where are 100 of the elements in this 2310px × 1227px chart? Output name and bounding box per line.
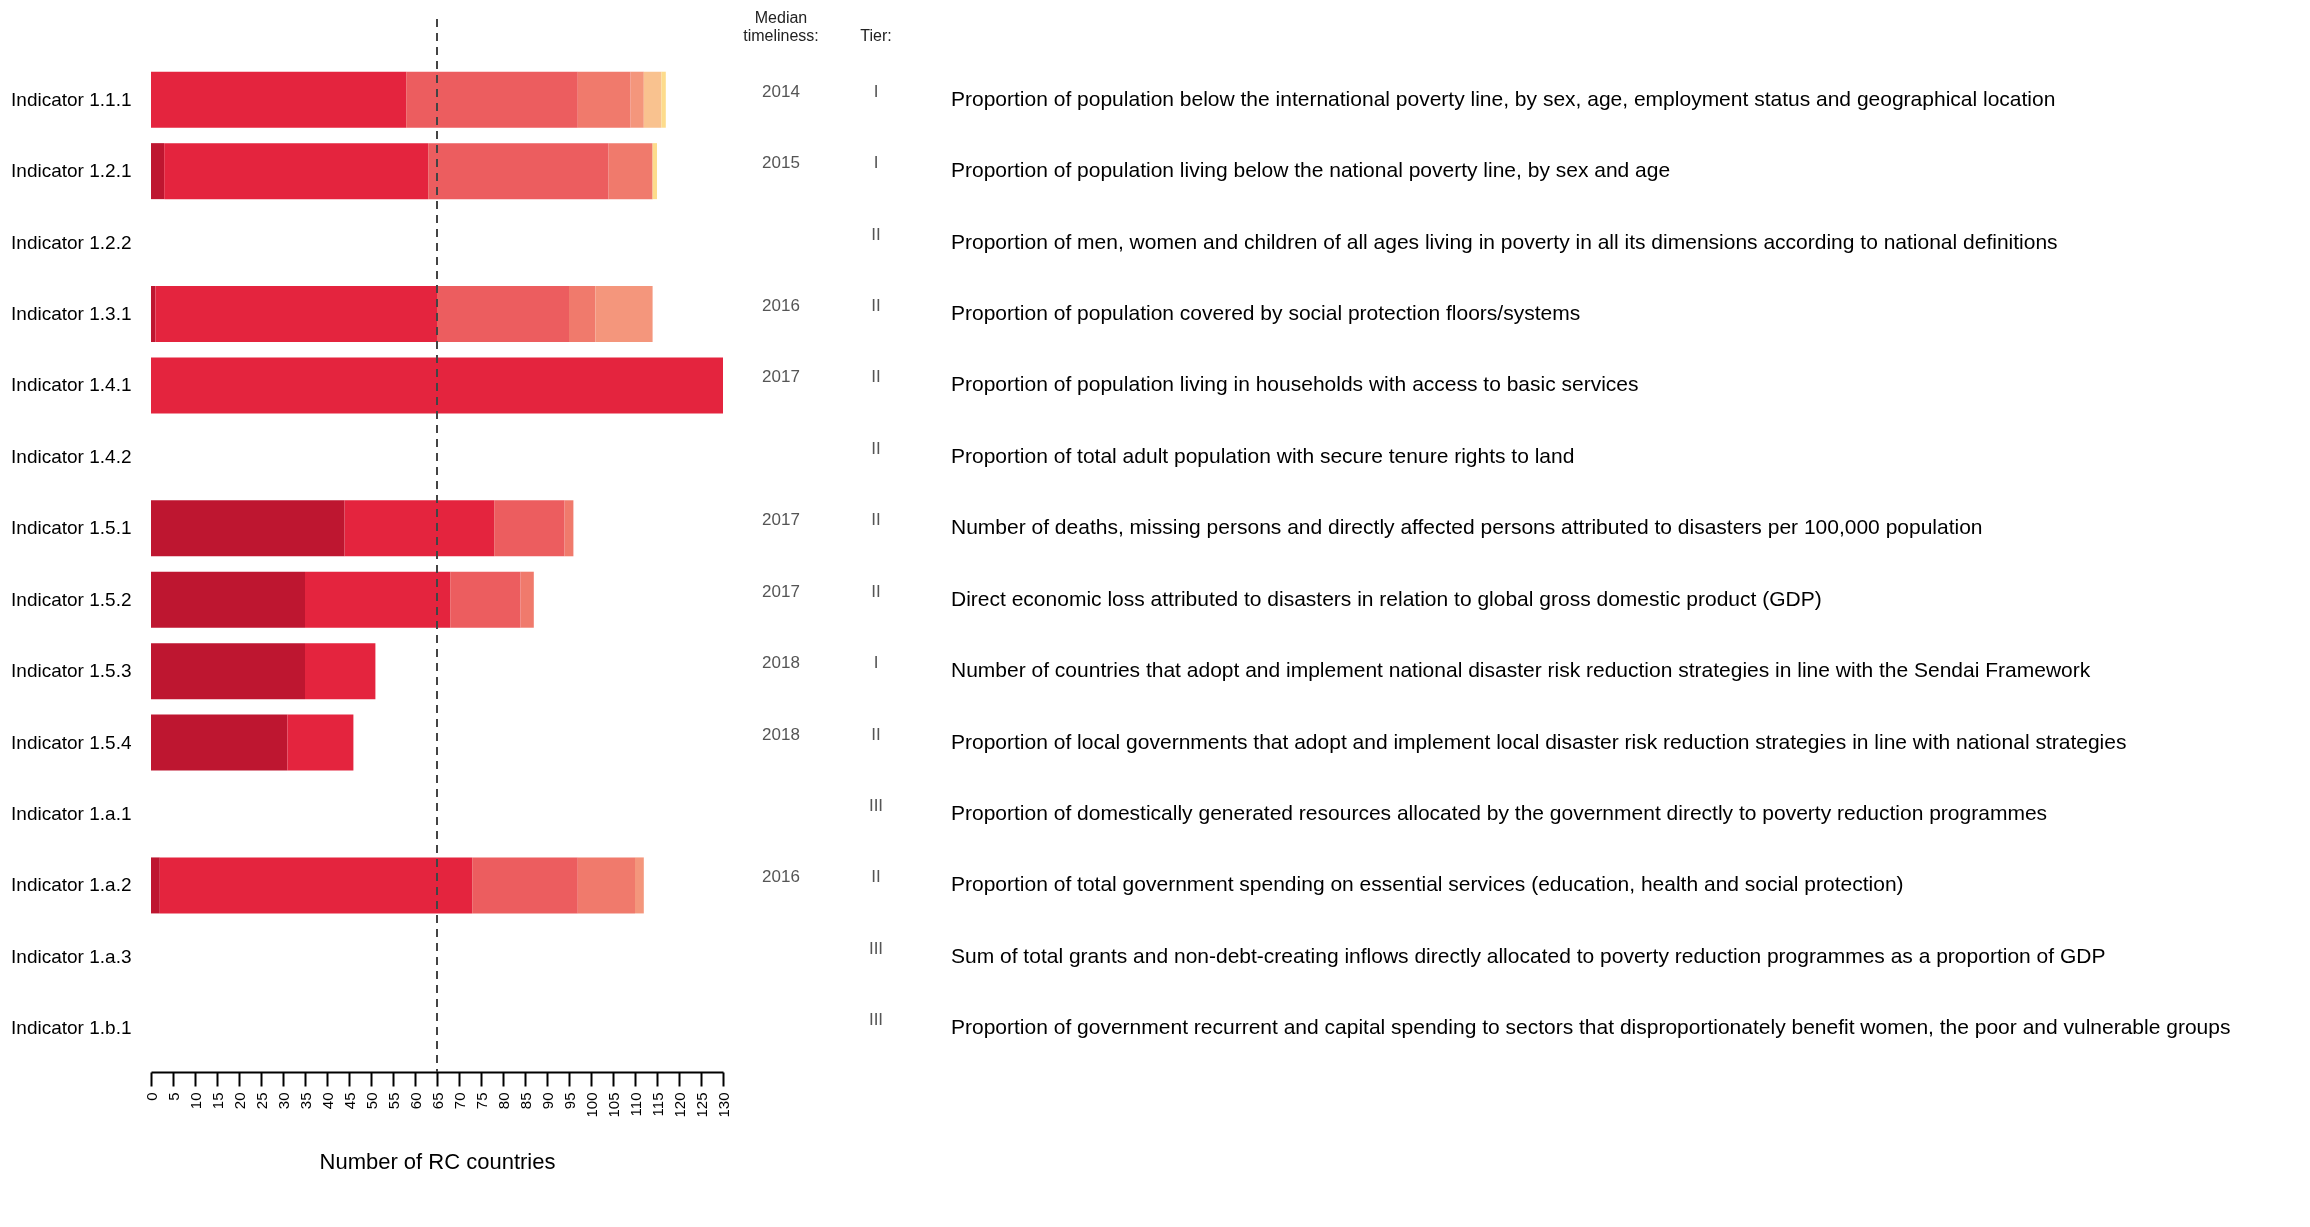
text: Proportion of men, women and children of all ages living in poverty in all its dimensions according to national definitions <box>951 229 2058 253</box>
text: 2018 <box>762 653 800 673</box>
y-tick-label: Indicator 1.2.1 <box>11 160 132 182</box>
text: 2017 <box>762 510 800 530</box>
x-tick-label: 55 <box>384 1092 402 1110</box>
text: Number of countries that adopt and implement national disaster risk reduction strategies in line with the Sendai Framework <box>951 658 2091 682</box>
bar <box>155 286 437 342</box>
bar <box>151 571 305 628</box>
text: 2015 <box>762 153 800 173</box>
bar <box>661 71 666 128</box>
bar <box>643 71 662 128</box>
text: Proportion of population covered by social protection floors/systems <box>951 301 1581 324</box>
y-tick-label: Indicator 1.a.3 <box>11 945 132 967</box>
x-tick-label: 25 <box>252 1092 270 1110</box>
y-tick-label: Indicator 1.2.2 <box>11 231 132 253</box>
text: Proportion of domestically generated resources allocated by the government directly to poverty reduction programmes <box>951 801 2048 824</box>
x-tick-label: 90 <box>538 1092 556 1110</box>
text: Number of deaths, missing persons and directly affected persons attributed to disasters per 100,000 population <box>951 515 1983 539</box>
bar <box>428 143 609 200</box>
x-tick-label: 70 <box>450 1092 468 1110</box>
bar <box>406 71 578 128</box>
bar <box>595 286 653 342</box>
text: 2014 <box>762 81 800 101</box>
text: I <box>873 653 879 673</box>
bar <box>287 714 354 771</box>
bar <box>151 857 160 914</box>
text: Proportion of population below the international poverty line, by sex, age, employment status and geographical location <box>951 86 2056 110</box>
y-tick-label: Indicator 1.3.1 <box>11 303 132 324</box>
x-tick-label: 75 <box>472 1092 490 1110</box>
bar <box>577 857 635 914</box>
y-tick-label: Indicator 1.a.2 <box>11 874 132 896</box>
x-tick-label: 100 <box>582 1092 600 1118</box>
text: Median timeliness: <box>743 9 819 44</box>
x-tick-label: 120 <box>670 1092 688 1118</box>
text: Proportion of population living below the national poverty line, by sex and age <box>951 158 1671 182</box>
y-tick-label: Indicator 1.5.1 <box>11 517 132 539</box>
bar <box>151 500 345 557</box>
text: III <box>868 796 884 815</box>
y-tick-label: Indicator 1.b.1 <box>11 1017 132 1039</box>
bar <box>577 71 631 128</box>
bar <box>164 143 429 200</box>
text: II <box>871 581 881 601</box>
bar <box>608 143 653 200</box>
text: III <box>868 938 884 958</box>
bar <box>635 857 644 914</box>
y-tick-label: Indicator 1.4.1 <box>11 374 132 396</box>
text: Tier: <box>860 27 892 44</box>
text: II <box>871 438 881 458</box>
x-tick-label: 80 <box>494 1092 512 1110</box>
x-tick-label: 45 <box>340 1092 358 1110</box>
text: Proportion of local governments that adopt and implement local disaster risk reduction strategies in line with national strategies <box>951 729 2127 753</box>
x-tick-label: 105 <box>604 1092 622 1118</box>
text: I <box>873 153 879 173</box>
x-tick-label: 10 <box>186 1092 204 1110</box>
bar <box>151 71 407 128</box>
text: 2017 <box>762 367 800 387</box>
y-tick-label: Indicator 1.5.4 <box>11 731 132 753</box>
text: II <box>871 367 881 387</box>
bar <box>450 571 521 628</box>
x-tick-label: 60 <box>406 1092 424 1110</box>
x-tick-label: 130 <box>714 1092 732 1118</box>
text: Sum of total grants and non-debt-creating inflows directly allocated to poverty reduction programmes as a proportion of GDP <box>951 943 2106 967</box>
bar <box>520 571 534 628</box>
text: II <box>871 510 881 530</box>
bar <box>472 857 578 914</box>
x-tick-label: 5 <box>164 1092 182 1101</box>
text: Proportion of population living in households with access to basic services <box>951 372 1639 396</box>
x-tick-label: 35 <box>296 1092 314 1110</box>
text: Proportion of government recurrent and capital spending to sectors that disproportionately benefit women, the poor and vulnerable groups <box>951 1015 2231 1039</box>
bar <box>305 571 451 628</box>
text: II <box>871 724 881 744</box>
x-tick-label: 15 <box>208 1092 226 1110</box>
y-tick-label: Indicator 1.5.3 <box>11 660 132 682</box>
x-tick-label: 65 <box>428 1092 446 1110</box>
bar <box>630 71 644 128</box>
bar <box>564 500 574 557</box>
x-tick-label: 50 <box>362 1092 380 1110</box>
bar <box>569 286 596 342</box>
x-tick-label: 95 <box>560 1092 578 1110</box>
y-tick-label: Indicator 1.a.1 <box>11 803 132 824</box>
text: Proportion of total adult population with secure tenure rights to land <box>951 443 1575 467</box>
text: 2016 <box>762 296 800 315</box>
text: II <box>871 867 881 887</box>
x-tick-label: 30 <box>274 1092 292 1110</box>
bar <box>494 500 565 557</box>
text: 2017 <box>762 581 800 601</box>
x-axis-title: Number of RC countries <box>319 1148 556 1174</box>
bar <box>305 643 376 700</box>
bar <box>437 286 569 342</box>
y-tick-label: Indicator 1.4.2 <box>11 445 132 467</box>
text: II <box>871 224 881 244</box>
bar <box>151 357 723 414</box>
x-tick-label: 110 <box>626 1092 644 1117</box>
x-tick-label: 20 <box>230 1092 248 1110</box>
y-tick-label: Indicator 1.5.2 <box>11 588 132 610</box>
x-tick-label: 115 <box>648 1092 666 1117</box>
bar <box>151 714 288 771</box>
text: 2016 <box>762 867 800 887</box>
bar <box>151 643 305 700</box>
text: II <box>871 296 881 315</box>
